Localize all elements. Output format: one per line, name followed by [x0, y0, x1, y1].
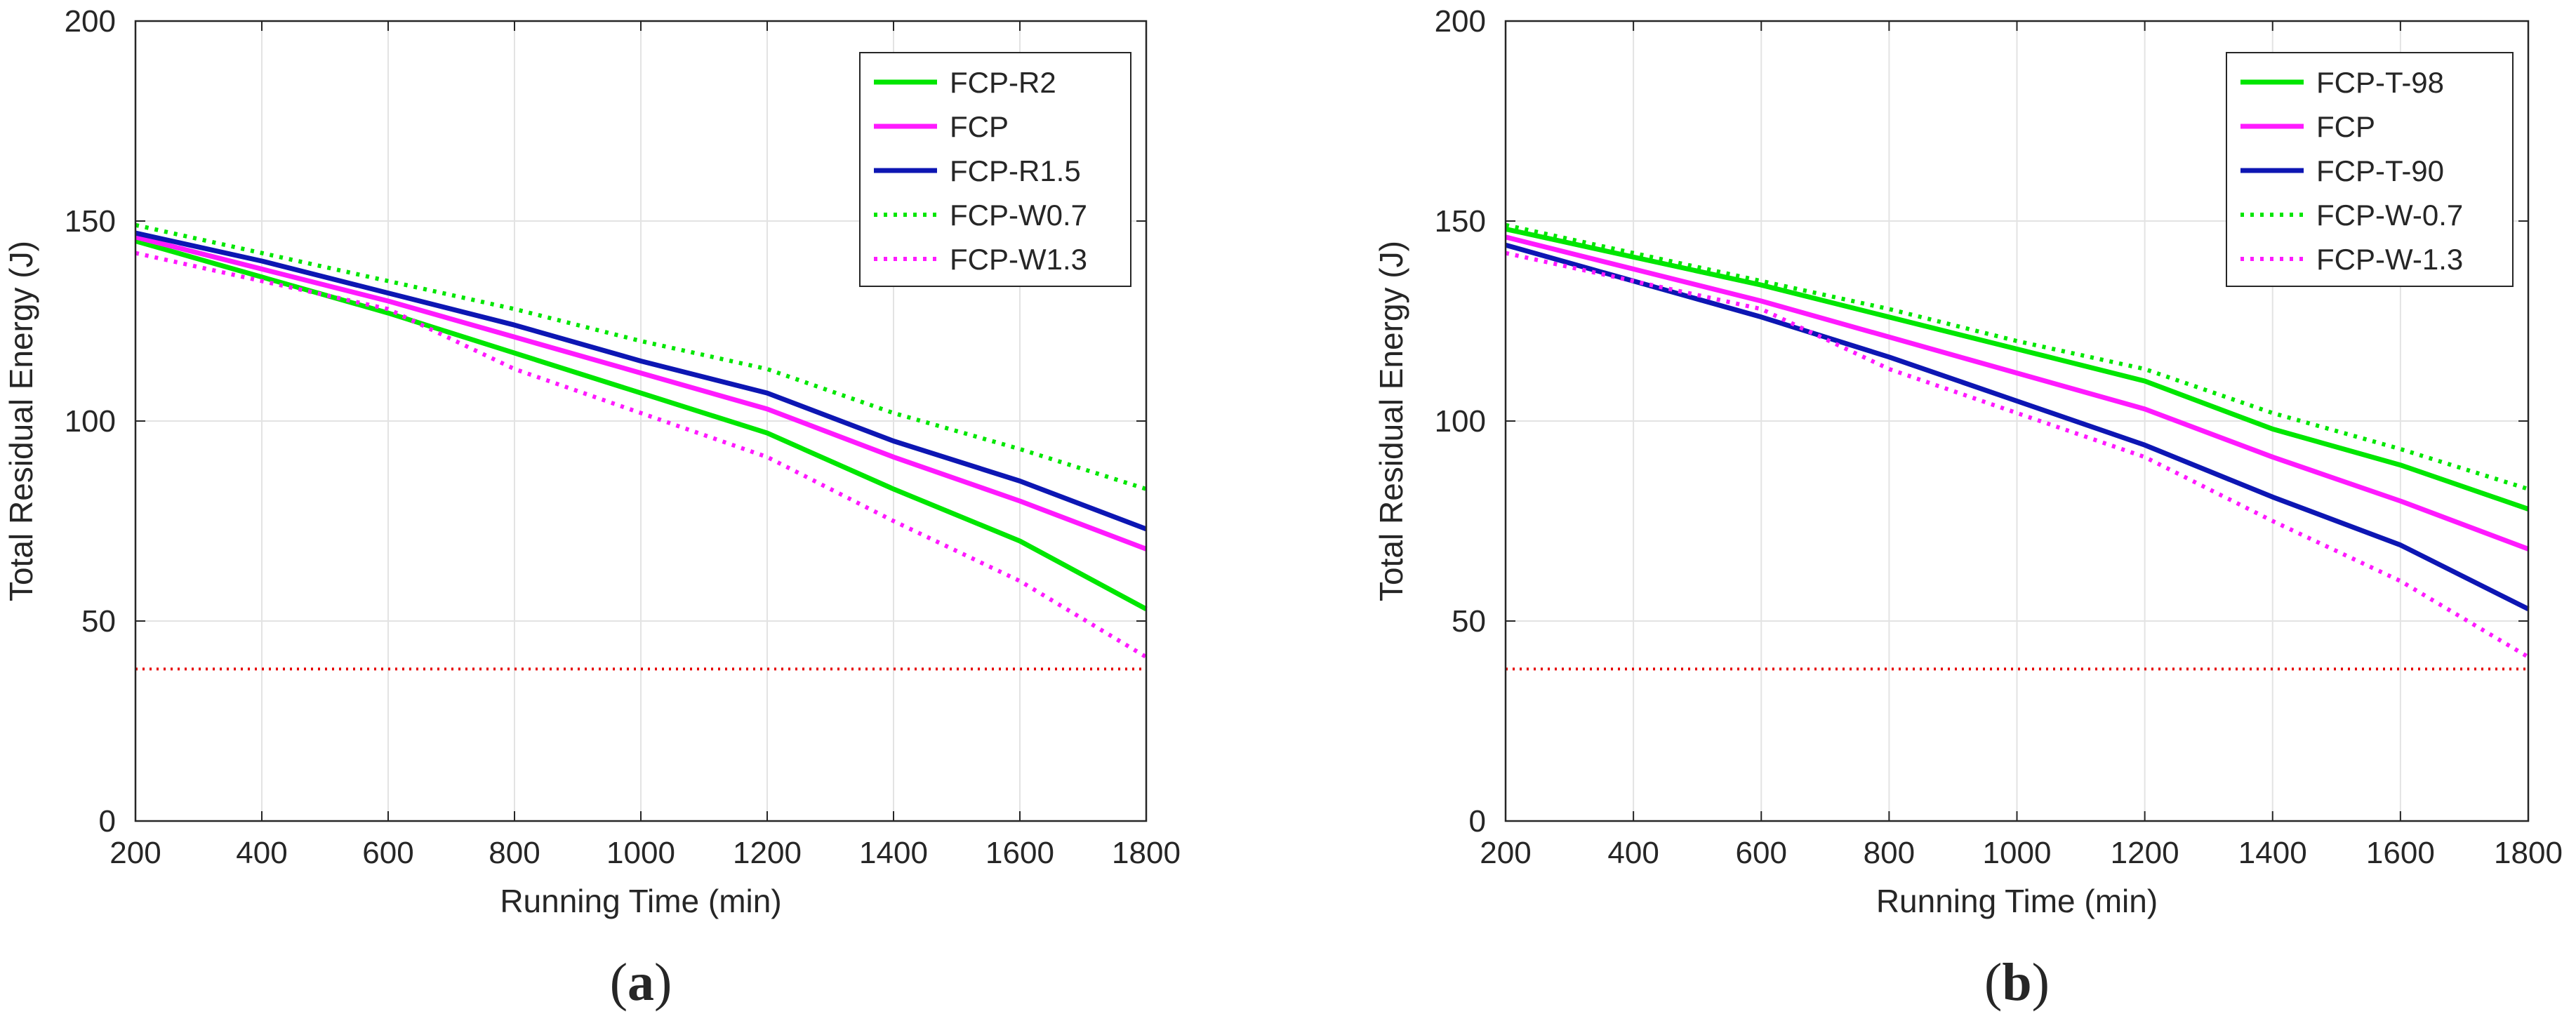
x-axis-label: Running Time (min) — [1876, 883, 2158, 919]
x-tick-label: 1800 — [1112, 836, 1181, 870]
panel-caption: (b) — [1984, 953, 2050, 1012]
x-tick-label: 800 — [1864, 836, 1915, 870]
x-tick-label: 1000 — [606, 836, 675, 870]
y-tick-label: 200 — [65, 4, 116, 39]
x-tick-label: 400 — [1607, 836, 1659, 870]
series-line-fcp-t-98 — [1505, 226, 2530, 512]
caption-open-paren: ( — [1984, 953, 2002, 1012]
y-tick-label: 50 — [81, 604, 116, 639]
x-tick-label: 1600 — [985, 836, 1054, 870]
x-tick-label: 800 — [489, 836, 540, 870]
x-tick-label: 1000 — [1983, 836, 2052, 870]
y-axis-label: Total Residual Energy (J) — [1373, 241, 1409, 601]
x-tick-label: 600 — [362, 836, 413, 870]
y-tick-label: 100 — [1435, 404, 1486, 439]
legend-label: FCP-W-0.7 — [2316, 199, 2463, 232]
caption-close-paren: ) — [2032, 953, 2050, 1012]
x-tick-label: 1600 — [2366, 836, 2435, 870]
legend-label: FCP — [2316, 110, 2375, 143]
caption-letter: a — [628, 953, 654, 1012]
panel-caption: (a) — [610, 953, 672, 1012]
legend: FCP-R2 FCP FCP-R1.5 FCP-W0.7 FCP-W1.3 — [859, 52, 1131, 287]
series-line-fcp-r2 — [135, 239, 1148, 611]
y-axis-label: Total Residual Energy (J) — [3, 241, 39, 601]
series-line-fcp — [1505, 234, 2530, 552]
x-tick-label: 1200 — [2111, 836, 2179, 870]
x-tick-label: 600 — [1736, 836, 1787, 870]
x-axis-label: Running Time (min) — [500, 883, 781, 919]
y-tick-label: 100 — [65, 404, 116, 439]
series-line-fcp — [135, 234, 1148, 552]
legend-label: FCP-W-1.3 — [2316, 243, 2463, 276]
x-tick-label: 400 — [236, 836, 287, 870]
y-tick-label: 0 — [99, 804, 116, 839]
chart-panel-b: 200 400 600 800 1000 1200 1400 1600 1800 0 50 100 15… — [1373, 4, 2563, 1012]
legend-label: FCP-W1.3 — [950, 243, 1087, 276]
y-tick-label: 150 — [65, 204, 116, 239]
y-tick-label: 200 — [1435, 4, 1486, 39]
series-line-fcp-w1-3 — [135, 251, 1148, 659]
x-tick-label: 200 — [109, 836, 161, 870]
x-tick-label: 1800 — [2494, 836, 2563, 870]
x-tick-label: 1200 — [733, 836, 802, 870]
y-tick-label: 150 — [1435, 204, 1486, 239]
caption-open-paren: ( — [610, 953, 628, 1012]
caption-close-paren: ) — [654, 953, 672, 1012]
legend-label: FCP-T-90 — [2316, 154, 2444, 187]
x-tick-label: 1400 — [2238, 836, 2307, 870]
legend-label: FCP-R1.5 — [950, 154, 1081, 187]
chart-panel-a: 200 400 600 800 1000 1200 1400 1600 1800 0 50 100 15… — [3, 4, 1181, 1012]
legend-label: FCP — [950, 110, 1009, 143]
series-line-fcp-t-90 — [1505, 242, 2530, 612]
x-tick-label: 200 — [1480, 836, 1531, 870]
caption-letter: b — [2002, 953, 2031, 1012]
legend-label: FCP-R2 — [950, 66, 1056, 99]
legend-label: FCP-W0.7 — [950, 199, 1087, 232]
y-tick-label: 0 — [1469, 804, 1486, 839]
legend-label: FCP-T-98 — [2316, 66, 2444, 99]
y-tick-label: 50 — [1452, 604, 1486, 639]
x-tick-label: 1400 — [859, 836, 928, 870]
series-line-fcp-r1-5 — [135, 230, 1148, 532]
legend: FCP-T-98 FCP FCP-T-90 FCP-W-0.7 FCP-W-1.3 — [2226, 52, 2514, 287]
